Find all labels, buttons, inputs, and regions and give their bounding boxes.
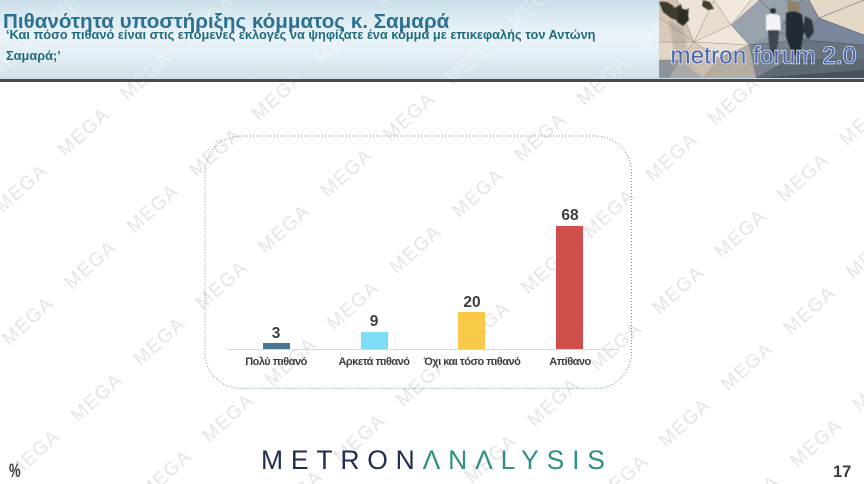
svg-text:metron forum 2.0: metron forum 2.0 (671, 43, 857, 70)
